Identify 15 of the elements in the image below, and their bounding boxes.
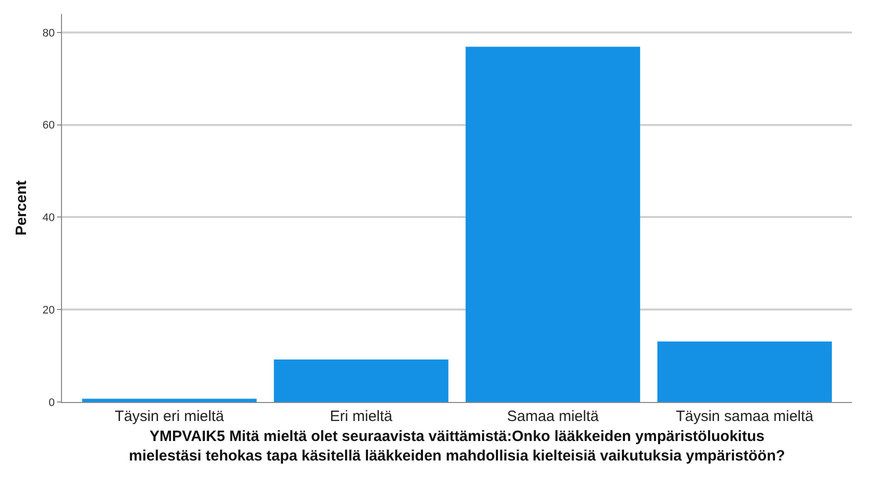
bar <box>466 46 640 402</box>
bar <box>657 341 832 402</box>
y-axis-title: Percent <box>12 180 30 236</box>
x-tick-label: Samaa mieltä <box>507 408 600 425</box>
x-tick-label: Täysin eri mieltä <box>114 408 225 425</box>
y-tick-label: 20 <box>42 304 55 316</box>
y-tick-label: 80 <box>42 27 55 40</box>
x-tick-label: Eri mieltä <box>330 408 394 425</box>
y-tick-label: 40 <box>42 212 55 224</box>
bar <box>274 360 448 402</box>
y-tick-label: 60 <box>42 120 55 132</box>
x-axis-title: YMPVAIK5 Mitä mieltä olet seuraavista väittämistä:Onko lääkkeiden ympäristöluokitus mielestäsi tehokas tapa käsitellä lääkkeiden mahdollisia kielteisiä vaikutuksia ympäristöön? <box>128 428 786 464</box>
y-tick-label: 0 <box>48 396 55 409</box>
x-tick-label: Täysin samaa mieltä <box>676 408 814 425</box>
bar <box>82 398 257 402</box>
